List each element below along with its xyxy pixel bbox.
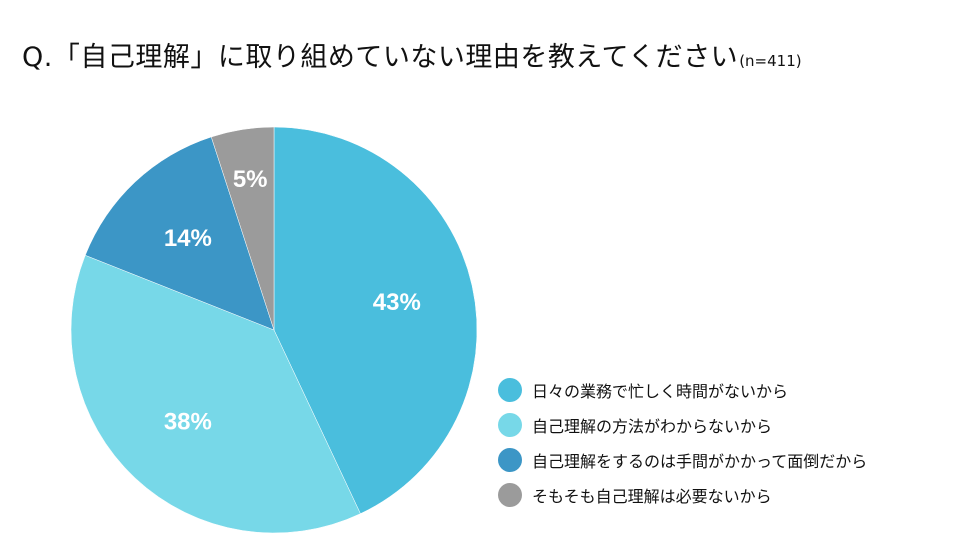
legend-label-1: 日々の業務で忙しく時間がないから	[532, 381, 789, 401]
chart-title: Q.「自己理解」に取り組めていない理由を教えてください(n=411)	[22, 38, 802, 81]
legend-label-4: そもそも自己理解は必要ないから	[532, 486, 772, 506]
legend-item-2: 自己理解の方法がわからないから	[498, 407, 867, 442]
legend-item-4: そもそも自己理解は必要ないから	[498, 477, 867, 512]
legend-swatch-1	[498, 377, 522, 402]
legend-label-3: 自己理解をするのは手間がかかって面倒だから	[532, 451, 868, 471]
pie-slice-label-1: 43%	[373, 289, 421, 316]
legend-swatch-4	[498, 482, 522, 507]
title-text: Q.「自己理解」に取り組めていない理由を教えてください	[22, 42, 739, 73]
pie-slice-2	[70, 254, 361, 534]
legend-label-2: 自己理解の方法がわからないから	[532, 416, 773, 436]
pie-slice-1	[273, 126, 478, 515]
legend-swatch-3	[498, 447, 522, 472]
chart-legend: 日々の業務で忙しく時間がないから 自己理解の方法がわからないから自己理解をするのは…	[498, 372, 867, 512]
pie-slice-label-4: 5%	[233, 166, 268, 193]
pie-slice-4	[210, 126, 275, 331]
pie-slice-label-3: 14%	[164, 225, 212, 252]
pie-slice-label-2: 38%	[164, 408, 212, 435]
legend-swatch-2	[498, 412, 522, 437]
sample-size-note: (n=411)	[739, 52, 802, 70]
legend-item-1: 日々の業務で忙しく時間がないから	[498, 372, 867, 407]
legend-item-3: 自己理解をするのは手間がかかって面倒だから	[498, 442, 867, 477]
